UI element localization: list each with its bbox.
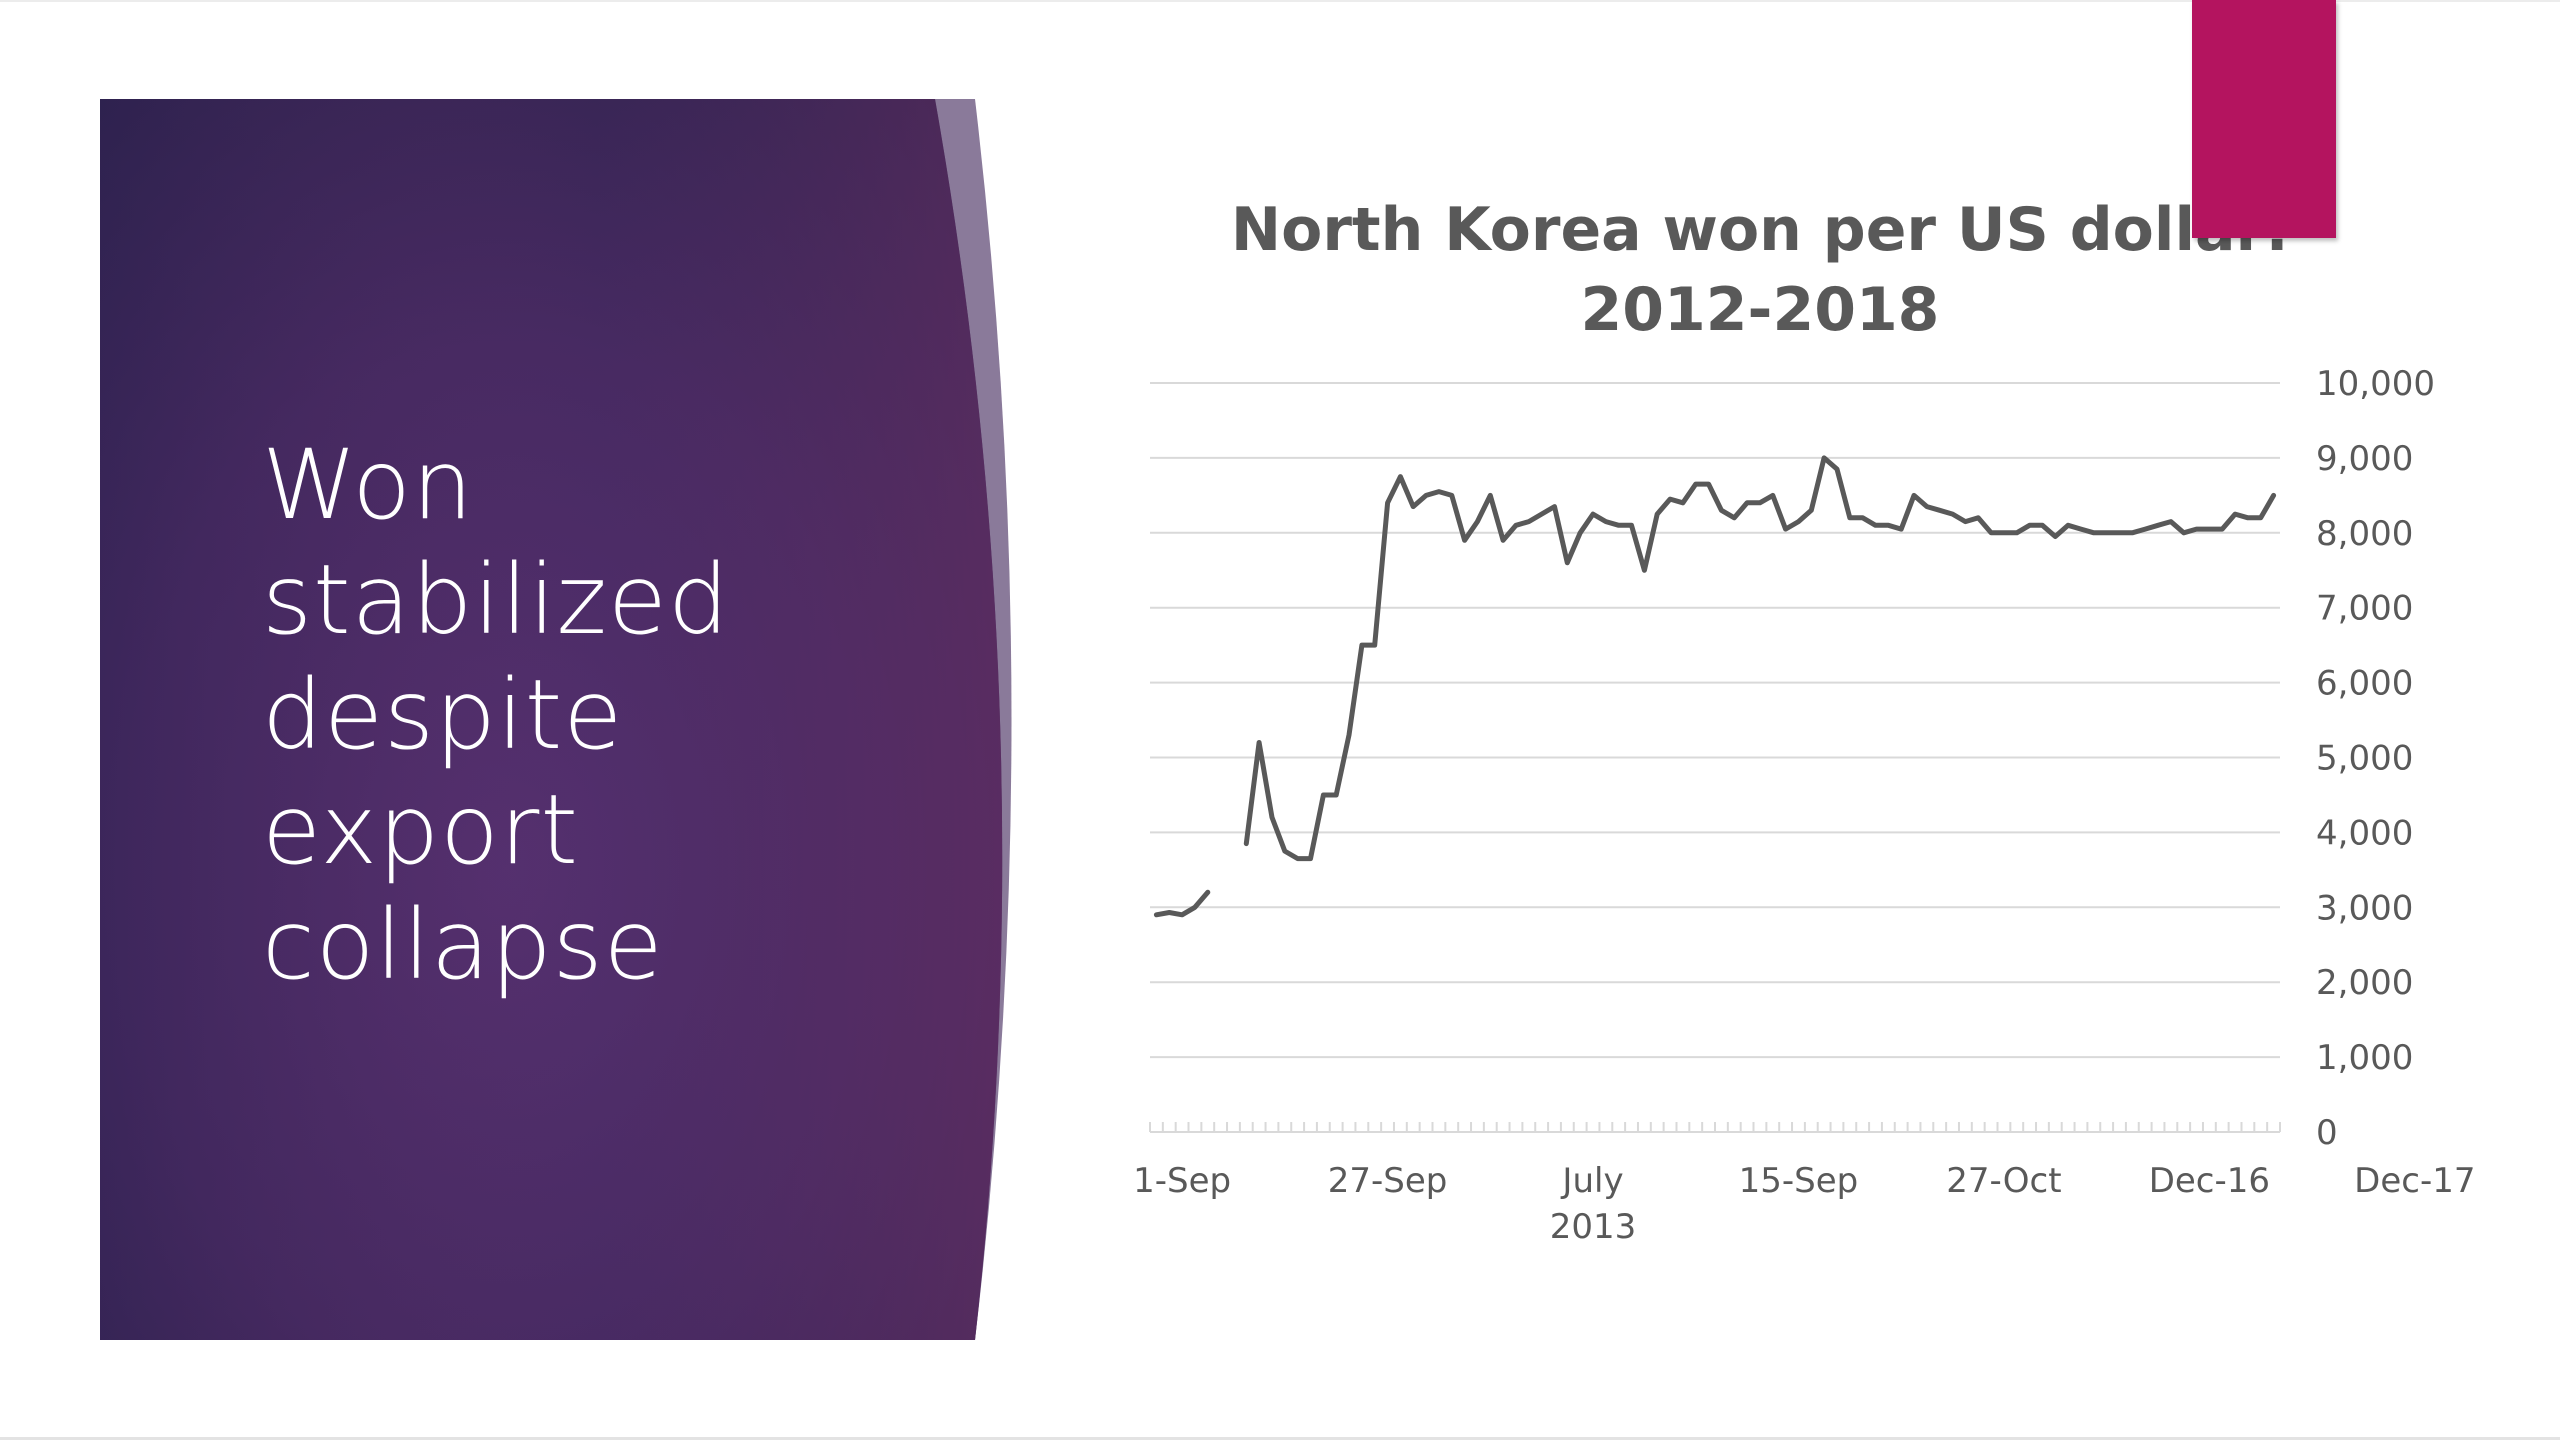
slide-title-line: despite	[262, 659, 624, 771]
slide-title-line: stabilized	[262, 544, 730, 656]
slide-title-line: export	[262, 774, 579, 886]
x-tick-label: July	[1560, 1161, 1623, 1201]
y-tick-label: 3,000	[2316, 888, 2413, 928]
chart-title: North Korea won per US dollar: 2012-2018	[1160, 190, 2360, 350]
y-tick-label: 4,000	[2316, 813, 2413, 853]
chart-title-line: 2012-2018	[1580, 275, 1940, 345]
gridlines	[1150, 382, 2280, 1059]
x-axis	[1149, 1122, 2281, 1133]
x-tick-label: 27-Sep	[1328, 1161, 1448, 1201]
slide-title-line: collapse	[262, 889, 664, 1001]
series-line	[1153, 889, 1211, 918]
y-tick-label: 9,000	[2316, 439, 2413, 479]
slide-title-line: Won	[262, 429, 474, 541]
y-tick-label: 6,000	[2316, 664, 2413, 704]
slide-title: Won stabilized despite export collapse	[262, 428, 782, 1003]
x-tick-label: 15-Sep	[1739, 1161, 1859, 1201]
y-tick-label: 1,000	[2316, 1038, 2413, 1078]
x-tick-label: Dec-17	[2354, 1161, 2475, 1201]
accent-block	[2192, 0, 2336, 238]
title-panel-tint	[100, 99, 1003, 1340]
series-line	[1243, 455, 2277, 862]
x-tick-label: 2013	[1550, 1207, 1637, 1247]
title-panel	[100, 99, 1012, 1340]
slide-top-border	[0, 0, 2560, 2]
y-tick-label: 7,000	[2316, 589, 2413, 629]
x-tick-label: 1-Sep	[1133, 1161, 1231, 1201]
y-tick-label: 2,000	[2316, 963, 2413, 1003]
slide-bottom-border	[0, 1437, 2560, 1440]
y-axis-tick-labels: 0 1,000 2,000 3,000 4,000 5,000 6,000 7,000 8,00…	[2316, 364, 2435, 1153]
x-tick-label: Dec-16	[2149, 1161, 2270, 1201]
y-tick-label: 10,000	[2316, 364, 2435, 404]
x-axis-tick-labels: 1-Sep 27-Sep July 2013 15-Sep 27-Oct Dec-16 Dec…	[1133, 1161, 2560, 1247]
y-tick-label: 5,000	[2316, 739, 2413, 779]
y-tick-label: 8,000	[2316, 514, 2413, 554]
chart-title-line: North Korea won per US dollar:	[1230, 195, 2290, 265]
series	[1153, 455, 2277, 918]
y-tick-label: 0	[2316, 1113, 2338, 1153]
x-tick-label: 27-Oct	[1946, 1161, 2061, 1201]
